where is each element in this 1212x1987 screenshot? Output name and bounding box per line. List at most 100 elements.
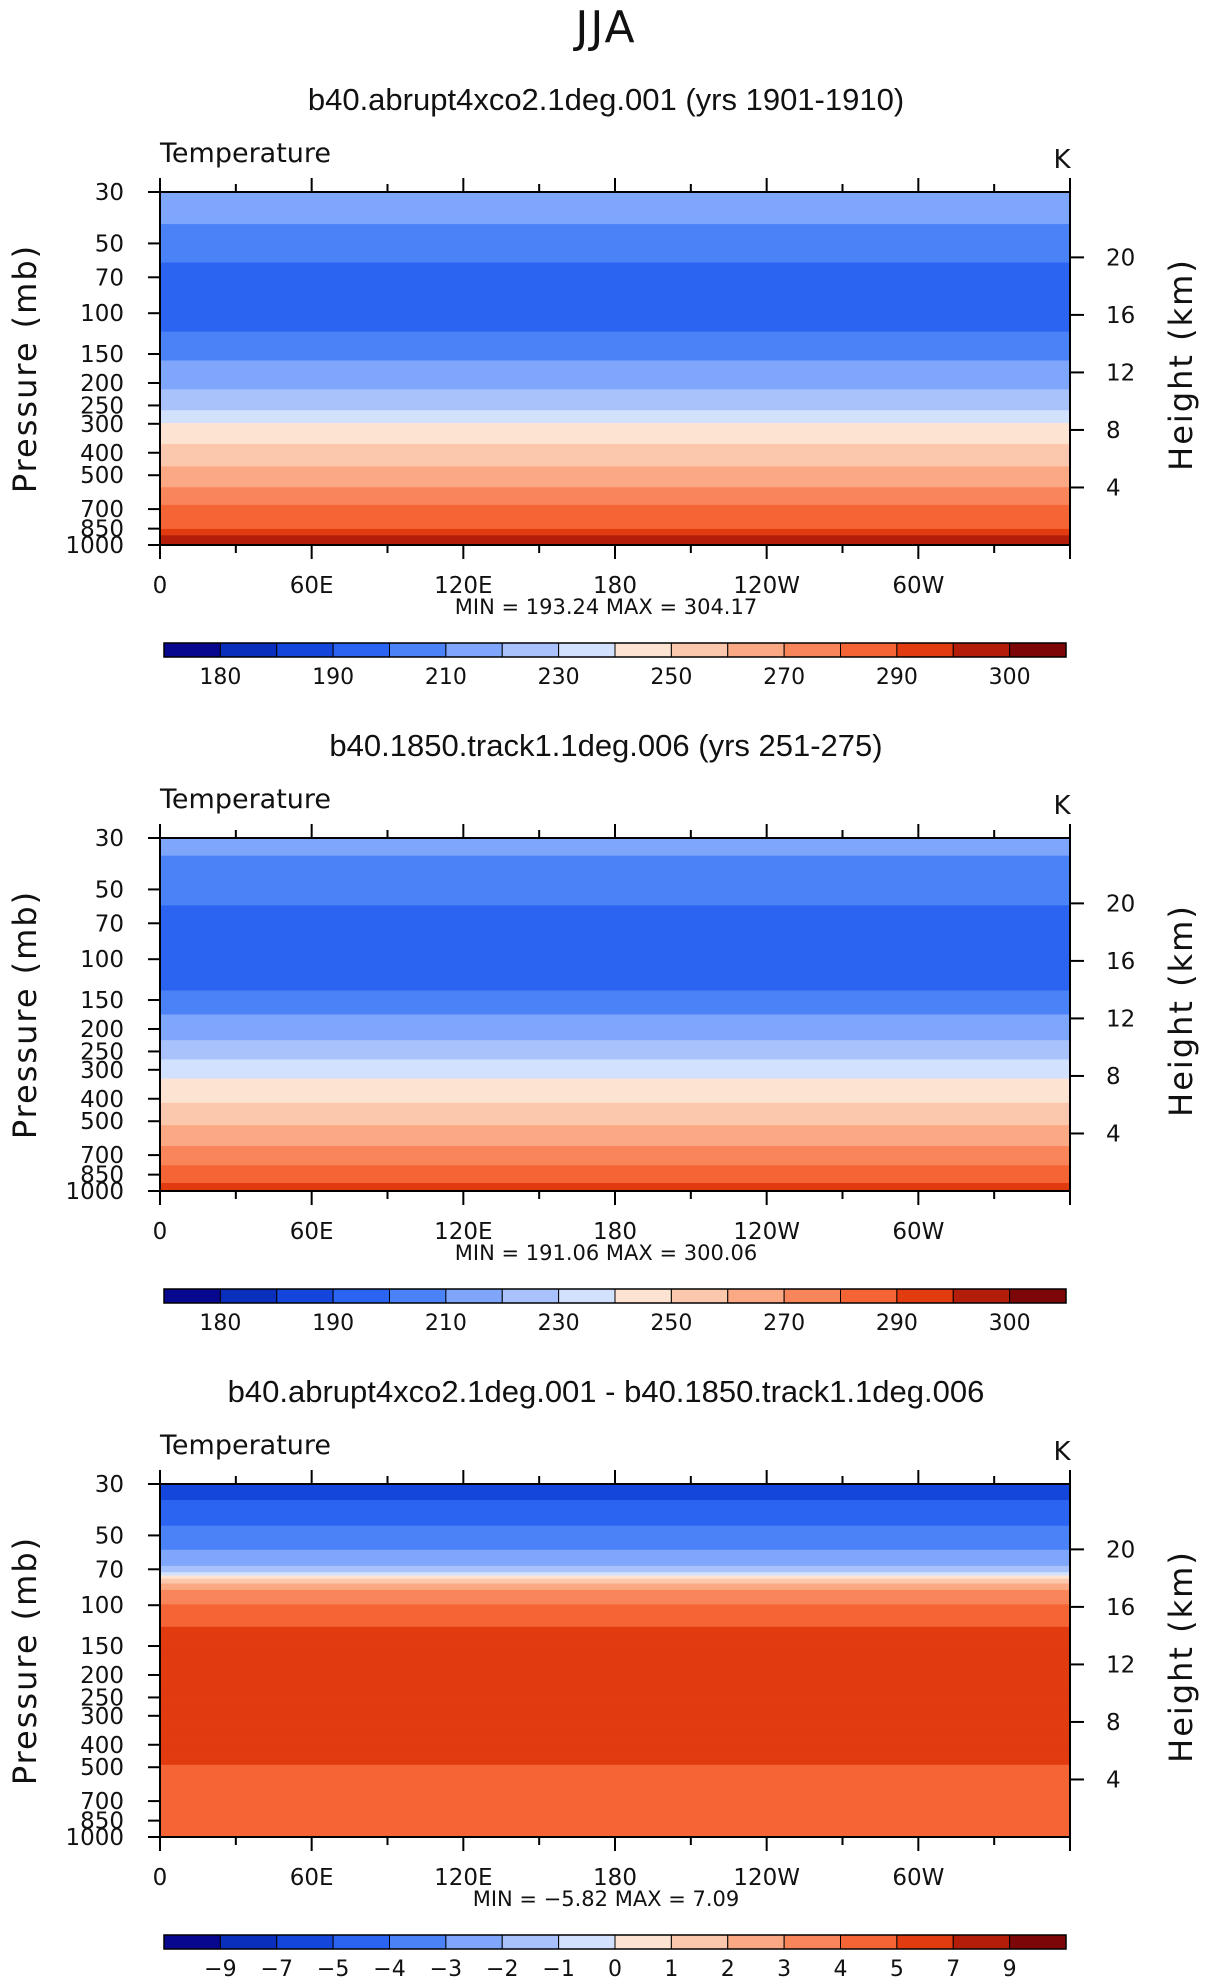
contour-band: [160, 342, 1070, 346]
contour-band: [160, 447, 1070, 450]
colorbar-label: 9: [1003, 1957, 1017, 1982]
colorbar-label: 290: [876, 665, 918, 690]
contour-band: [160, 1759, 1070, 1763]
colorbar-frame: [163, 1288, 1067, 1304]
contour-band: [160, 1747, 1070, 1750]
contour-band: [160, 360, 1070, 363]
contour-band: [160, 1801, 1070, 1804]
contour-band: [160, 1639, 1070, 1642]
contour-band: [160, 1022, 1070, 1025]
contour-band: [160, 1522, 1070, 1525]
contour-band: [160, 1493, 1070, 1496]
contour-band: [160, 1575, 1070, 1578]
contour-band: [160, 297, 1070, 301]
contour-band: [160, 1073, 1070, 1077]
contour-band: [160, 519, 1070, 522]
contour-band: [160, 463, 1070, 466]
contour-band: [160, 525, 1070, 528]
contour-band: [160, 1533, 1070, 1536]
contour-band: [160, 1612, 1070, 1615]
colorbar-box: [727, 1934, 785, 1950]
contour-band: [160, 967, 1070, 971]
contour-band: [160, 530, 1070, 533]
contour-band: [160, 953, 1070, 956]
contour-band: [160, 1828, 1070, 1832]
contour-band: [160, 1578, 1070, 1581]
contour-band: [160, 1787, 1070, 1790]
colorbar-label: 190: [312, 1311, 354, 1336]
contour-band: [160, 434, 1070, 437]
contour-band: [160, 1048, 1070, 1051]
contour-band: [160, 1700, 1070, 1703]
colorbar-box: [614, 642, 672, 658]
contour-band: [160, 1118, 1070, 1121]
contour-band: [160, 1785, 1070, 1788]
contour-band: [160, 1562, 1070, 1565]
contour-band: [160, 985, 1070, 988]
colorbar-box: [501, 1288, 560, 1304]
height-tick-label: 8: [1106, 1710, 1121, 1736]
contour-band: [160, 1535, 1070, 1538]
contour-band: [160, 1564, 1070, 1567]
contour-band: [160, 908, 1070, 911]
contour-band: [160, 1094, 1070, 1097]
contour-band: [160, 1077, 1070, 1080]
variable-label: Temperature: [159, 784, 331, 815]
contour-band: [160, 238, 1070, 241]
panel-3: b40.abrupt4xco2.1deg.001 - b40.1850.trac…: [6, 1374, 1200, 1982]
contour-band: [160, 1163, 1070, 1166]
contour-band: [160, 1636, 1070, 1639]
contour-band: [160, 889, 1070, 892]
contour-band: [160, 1096, 1070, 1099]
contour-band: [160, 294, 1070, 297]
contour-band: [160, 1769, 1070, 1772]
contour-band: [160, 1070, 1070, 1073]
contour-band: [160, 358, 1070, 362]
contour-band: [160, 1107, 1070, 1110]
contour-band: [160, 1570, 1070, 1573]
contour-band: [160, 915, 1070, 918]
contour-band: [160, 1665, 1070, 1668]
contour-band: [160, 267, 1070, 270]
colorbar-label: 230: [538, 665, 580, 690]
contour-band: [160, 227, 1070, 230]
height-tick-label: 16: [1106, 949, 1135, 975]
colorbar-box: [840, 1288, 898, 1304]
colorbar-label: 270: [763, 665, 805, 690]
contour-band: [160, 1650, 1070, 1654]
contour-band: [160, 918, 1070, 921]
contour-band: [160, 504, 1070, 508]
contour-band: [160, 939, 1070, 942]
contour-band: [160, 378, 1070, 381]
contour-band: [160, 289, 1070, 293]
contour-band: [160, 248, 1070, 251]
contour-band: [160, 897, 1070, 900]
contour-band: [160, 1617, 1070, 1620]
left-axis-title: Pressure (mb): [6, 244, 44, 493]
contour-band: [160, 1057, 1070, 1061]
contour-band: [160, 323, 1070, 326]
contour-band: [160, 1061, 1070, 1064]
contour-band: [160, 1803, 1070, 1806]
contour-band: [160, 1012, 1070, 1016]
contour-band: [160, 1056, 1070, 1059]
contour-band: [160, 456, 1070, 459]
contour-band: [160, 1745, 1070, 1748]
contour-band: [160, 1157, 1070, 1160]
x-tick-label: 0: [153, 573, 168, 599]
contour-band: [160, 203, 1070, 206]
contour-band: [160, 278, 1070, 281]
contour-band: [160, 1072, 1070, 1075]
contour-band: [160, 321, 1070, 325]
contour-band: [160, 1136, 1070, 1139]
contour-band: [160, 1621, 1070, 1625]
contour-band: [160, 354, 1070, 357]
contour-band: [160, 940, 1070, 943]
contour-band: [160, 1676, 1070, 1679]
contour-band: [160, 280, 1070, 283]
contour-band: [160, 942, 1070, 945]
contour-band: [160, 376, 1070, 379]
colorbar-box: [445, 1934, 503, 1950]
contour-band: [160, 535, 1070, 538]
